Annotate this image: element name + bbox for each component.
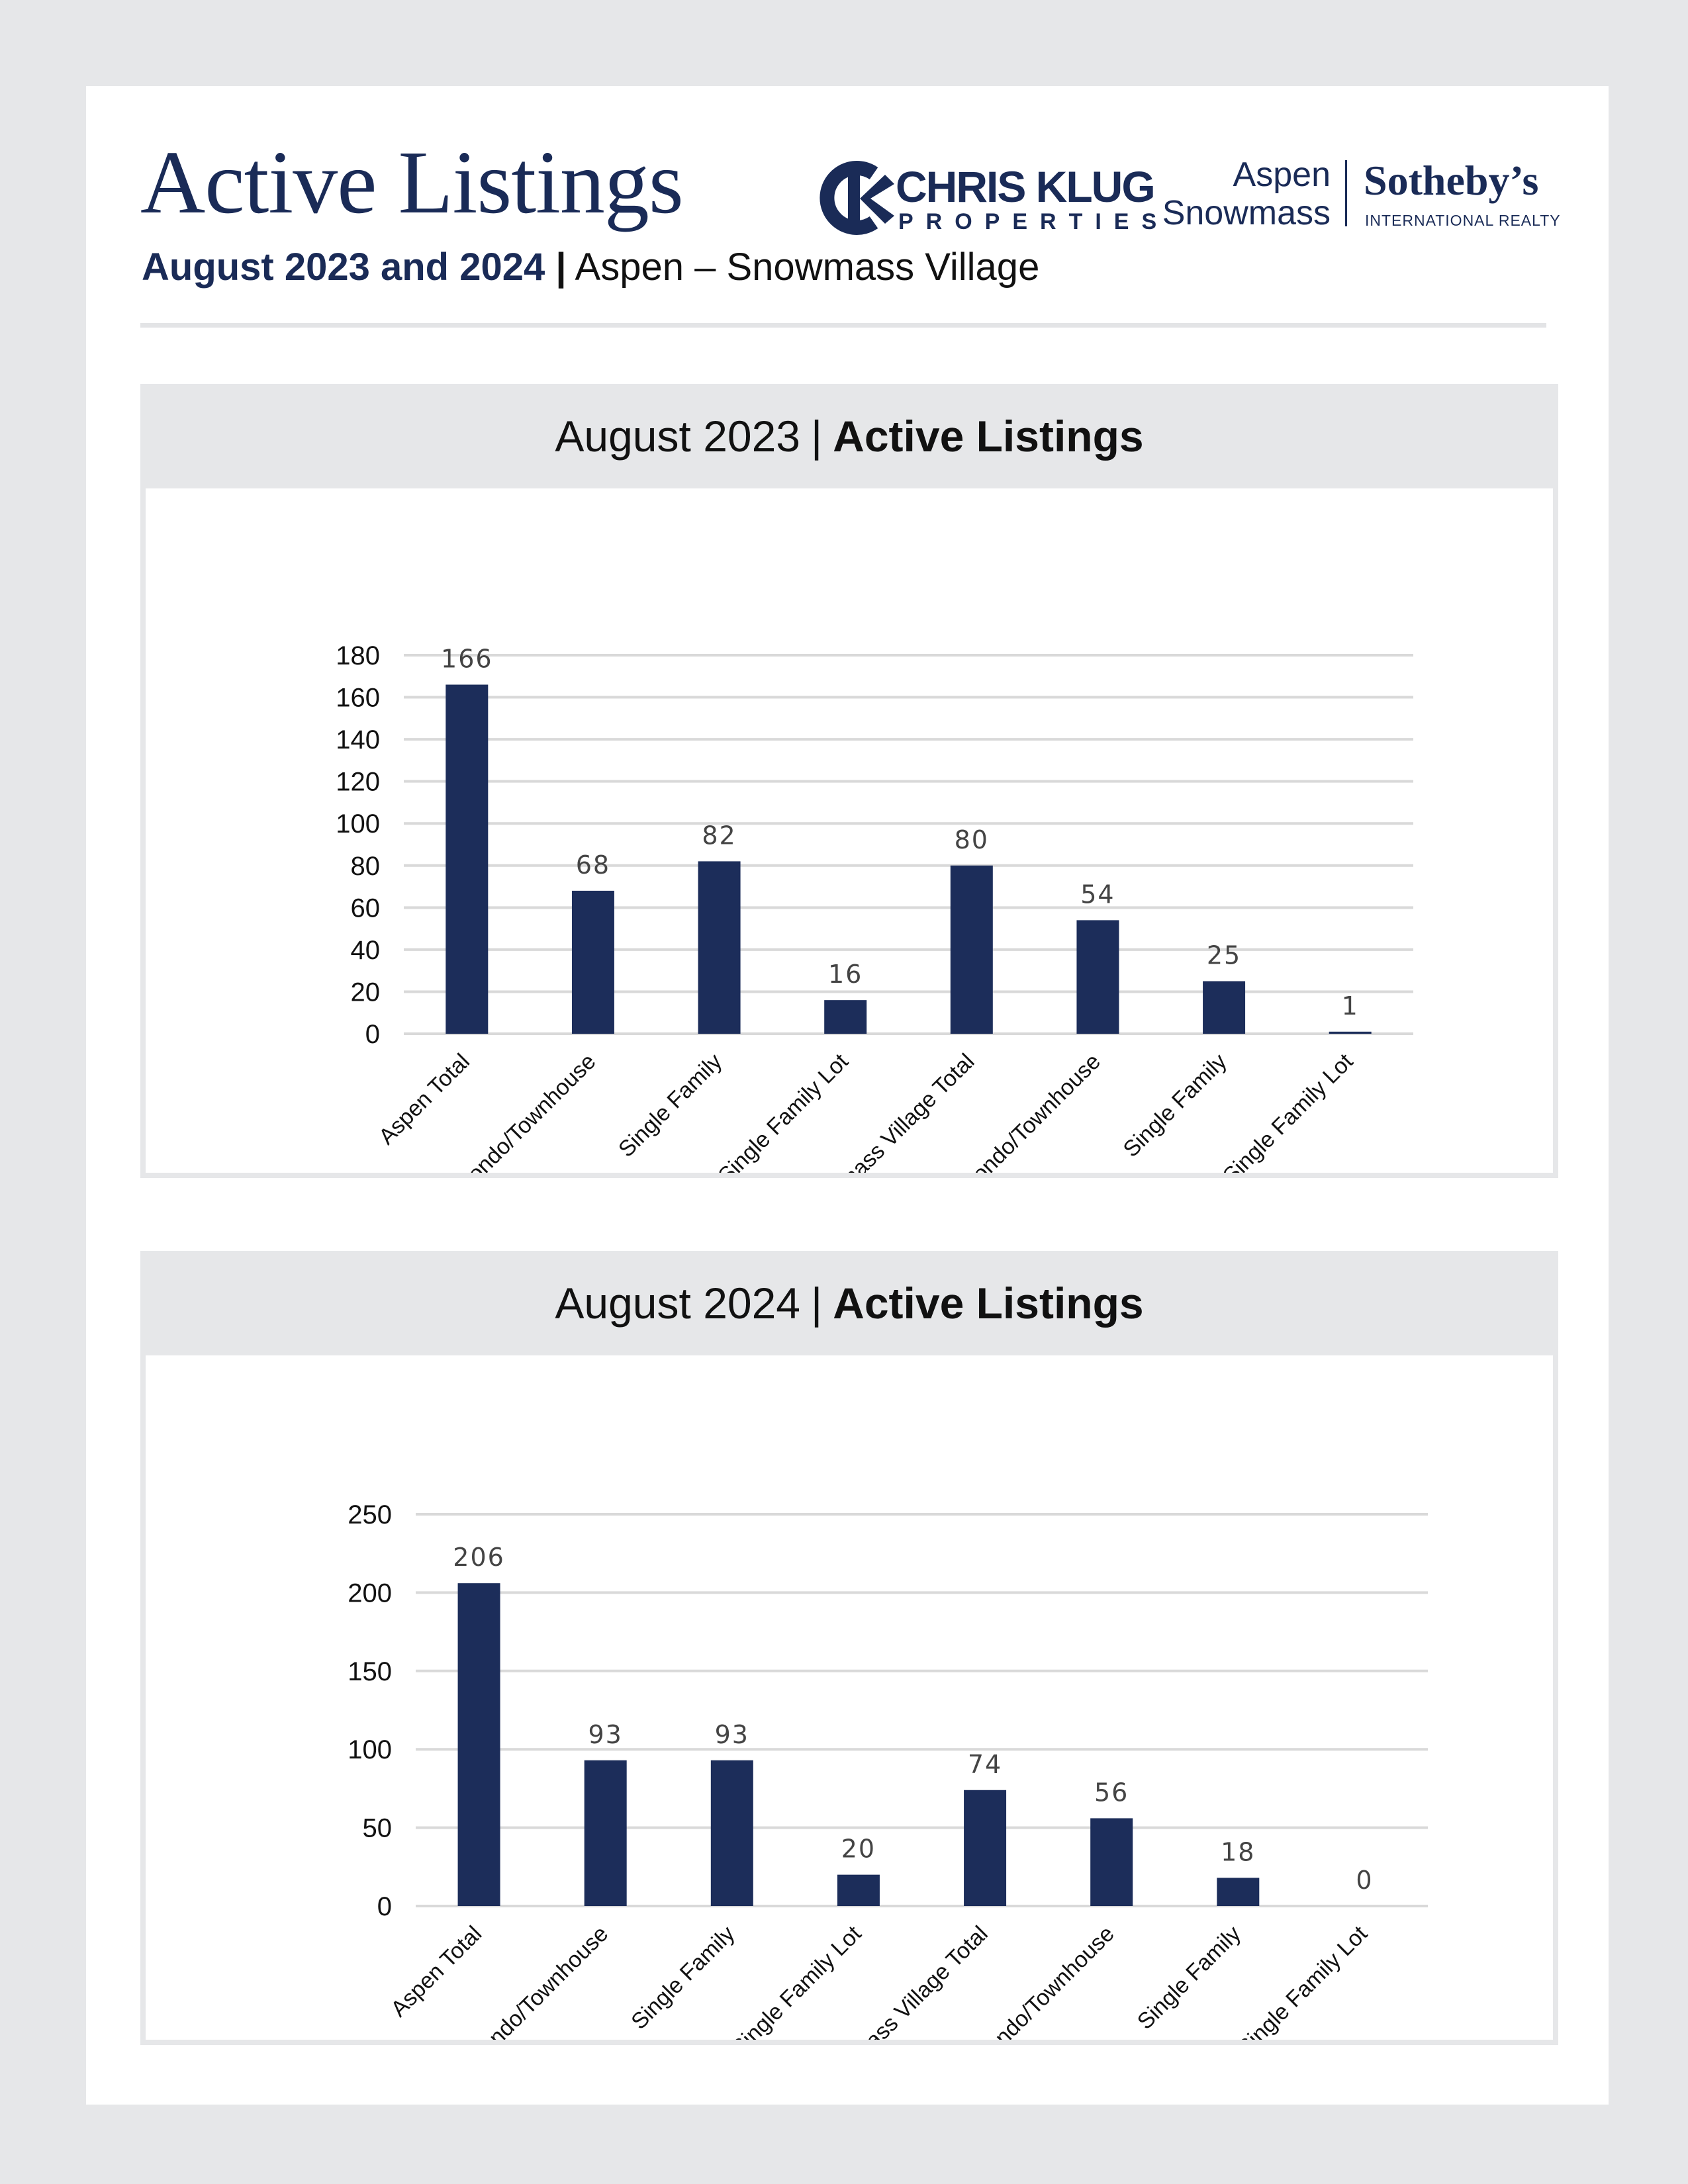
data-label: 25 <box>1207 941 1241 970</box>
data-label: 74 <box>968 1750 1002 1779</box>
data-label: 206 <box>453 1543 505 1572</box>
ss-aspen-text: Aspen <box>1233 156 1331 194</box>
bar <box>837 1874 880 1906</box>
page-subtitle: August 2023 and 2024 | Aspen – Snowmass … <box>142 245 1039 289</box>
x-tick-label: Aspen Total <box>374 1049 475 1150</box>
data-label: 18 <box>1221 1837 1255 1866</box>
panel-title-main: Active Listings <box>833 412 1144 461</box>
x-tick-label: Single Family Lot <box>714 1048 854 1173</box>
data-label: 56 <box>1094 1778 1129 1807</box>
bar <box>1203 981 1246 1034</box>
data-label: 68 <box>576 850 610 880</box>
x-tick-label: Single Family <box>614 1049 727 1162</box>
sothebys-logo: Aspen Snowmass Sotheby’s INTERNATIONAL R… <box>1162 155 1560 241</box>
data-label: 93 <box>588 1720 623 1749</box>
panel-title-main: Active Listings <box>833 1279 1144 1328</box>
ss-sothebys-text: Sotheby’s <box>1364 157 1539 204</box>
bar <box>710 1760 753 1906</box>
data-label: 16 <box>828 960 863 989</box>
subtitle-period: August 2023 and 2024 <box>142 246 545 289</box>
data-label: 82 <box>702 821 736 850</box>
bar <box>964 1790 1007 1906</box>
bar <box>457 1583 500 1906</box>
x-tick-label: Single Family Lot <box>726 1921 867 2040</box>
header-divider <box>140 323 1546 328</box>
y-tick-label: 150 <box>348 1657 392 1686</box>
y-tick-label: 0 <box>377 1892 392 1921</box>
x-tick-label: Aspen Total <box>386 1921 487 2022</box>
chart-panel-title: August 2023 | Active Listings <box>140 384 1558 488</box>
x-tick-label: Single Family Lot <box>1218 1048 1358 1173</box>
data-label: 54 <box>1080 880 1115 909</box>
y-tick-label: 200 <box>348 1578 392 1608</box>
x-tick-label: Single Family <box>1119 1049 1232 1162</box>
data-label: 1 <box>1342 991 1359 1021</box>
y-tick-label: 50 <box>363 1814 393 1843</box>
page-title: Active Listings <box>140 133 684 232</box>
y-tick-label: 60 <box>351 893 381 923</box>
y-tick-label: 0 <box>365 1020 380 1049</box>
x-tick-label: Single Family <box>626 1921 739 2034</box>
y-tick-label: 180 <box>336 641 380 670</box>
panel-title-separator: | <box>811 412 823 461</box>
bar <box>1217 1878 1260 1906</box>
data-label: 80 <box>955 825 989 854</box>
chart-area: 0 50 100 150 200 250 206 Aspen Total 93 Condo/Tow… <box>146 1355 1553 2040</box>
ck-name-text: CHRIS KLUG <box>896 162 1156 211</box>
subtitle-separator: | <box>555 246 567 289</box>
panel-title-separator: | <box>811 1279 823 1328</box>
bar <box>950 865 993 1034</box>
bar <box>1329 1031 1372 1034</box>
y-tick-label: 40 <box>351 936 381 965</box>
subtitle-place: Aspen – Snowmass Village <box>575 246 1040 289</box>
chart-panel-2024: August 2024 | Active Listings 0 50 100 150 2… <box>140 1251 1558 2045</box>
data-label: 0 <box>1356 1866 1373 1895</box>
x-tick-label: Single Family Lot <box>1233 1921 1373 2040</box>
y-tick-label: 100 <box>336 809 380 839</box>
ck-monogram-icon <box>820 161 894 235</box>
chart-area: 0 20 40 60 80 100 120 140 160 180 166 Aspen Total 68… <box>146 488 1553 1173</box>
panel-title-period: August 2023 <box>555 412 801 461</box>
panel-title-period: August 2024 <box>555 1279 801 1328</box>
bar <box>824 1000 867 1034</box>
bar <box>1076 920 1119 1034</box>
ck-properties-text: PROPERTIES <box>898 209 1170 234</box>
x-tick-label: Single Family <box>1133 1921 1246 2034</box>
ss-divider <box>1345 160 1347 226</box>
y-tick-label: 80 <box>351 852 381 881</box>
bar <box>698 861 741 1034</box>
y-tick-label: 20 <box>351 978 381 1007</box>
chart-panel-2023: August 2023 | Active Listings 0 20 40 60 80 1… <box>140 384 1558 1178</box>
data-label: 166 <box>441 644 493 673</box>
y-tick-label: 160 <box>336 684 380 713</box>
bar <box>584 1760 627 1906</box>
report-sheet: Active Listings August 2023 and 2024 | A… <box>86 86 1609 2105</box>
ss-intl-text: INTERNATIONAL REALTY <box>1365 212 1561 229</box>
bar <box>571 890 614 1034</box>
bar <box>445 684 489 1034</box>
chart-panel-title: August 2024 | Active Listings <box>140 1251 1558 1355</box>
y-tick-label: 250 <box>348 1500 392 1529</box>
chris-klug-logo: CHRIS KLUG PROPERTIES <box>811 155 1156 241</box>
ss-snowmass-text: Snowmass <box>1162 194 1331 232</box>
y-tick-label: 120 <box>336 768 380 797</box>
bar <box>1090 1818 1133 1906</box>
data-label: 20 <box>841 1835 876 1864</box>
data-label: 93 <box>715 1720 749 1749</box>
y-tick-label: 140 <box>336 725 380 754</box>
y-tick-label: 100 <box>348 1735 392 1764</box>
